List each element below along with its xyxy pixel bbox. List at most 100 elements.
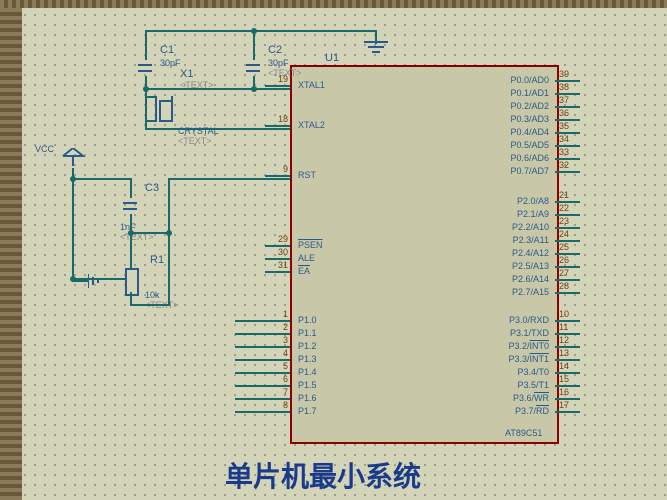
node-dot [251,28,257,34]
pin-label: P1.7 [298,406,317,416]
wire [168,178,170,234]
pin-label: XTAL1 [298,80,325,90]
pin-num: 3 [272,335,288,345]
pin-label: PSEN [298,240,323,250]
pin-label: EA [298,266,310,276]
pin-stub [265,271,290,273]
wire [72,168,74,280]
pin-num: 35 [559,121,569,131]
pin-stub [555,171,580,173]
pin-label: P0.5/AD5 [510,140,549,150]
r1-val: 10k [145,290,160,300]
wire [130,292,132,304]
pin-label: P1.1 [298,328,317,338]
wire [253,30,255,60]
pin-num: 14 [559,361,569,371]
pin-label: P0.6/AD6 [510,153,549,163]
wire [145,30,147,60]
pin-label: P3.1/TXD [510,328,549,338]
pin-num: 17 [559,400,569,410]
pin-num: 10 [559,309,569,319]
pin-stub [265,175,290,177]
gnd-symbol-2 [88,272,108,297]
pin-label: P3.5/T1 [517,380,549,390]
pin-num: 30 [272,247,288,257]
chip-part: AT89C51 [505,428,542,438]
pin-label: P3.4/T0 [517,367,549,377]
pin-num: 4 [272,348,288,358]
gnd-symbol [362,40,390,61]
cap-c3 [123,198,137,214]
pin-num: 9 [272,164,288,174]
pin-num: 23 [559,216,569,226]
pin-num: 21 [559,190,569,200]
c2-val: 30pF [268,58,289,68]
chip-ref: U1 [325,52,339,64]
cap-c1 [138,60,152,76]
frame-top [0,0,667,8]
c3-ref: C3 [145,182,159,194]
pin-stub [265,85,290,87]
pin-label: P2.1/A9 [517,209,549,219]
pin-label: P2.7/A15 [512,287,549,297]
pin-label: P0.7/AD7 [510,166,549,176]
pin-label: P3.7/RD [515,406,549,416]
pin-num: 16 [559,387,569,397]
pin-label: P1.5 [298,380,317,390]
pin-num: 13 [559,348,569,358]
c1-ref: C1 [160,44,174,56]
pin-label: P1.3 [298,354,317,364]
pin-num: 7 [272,387,288,397]
pin-label: P1.0 [298,315,317,325]
wire [145,96,157,98]
pin-num: 18 [272,114,288,124]
pin-num: 37 [559,95,569,105]
pin-label: P2.5/A13 [512,261,549,271]
pin-label: XTAL2 [298,120,325,130]
pin-label: P1.4 [298,367,317,377]
schematic-canvas: U1 AT89C51 VCC C1 30pF C2 30pF <TEXT> X1… [0,0,667,500]
pin-label: P0.4/AD4 [510,127,549,137]
pin-label: P2.6/A14 [512,274,549,284]
x1-text2: <TEXT> [178,136,212,146]
node-dot [70,176,76,182]
pin-stub [265,125,290,127]
res-r1 [125,268,139,296]
pin-num: 25 [559,242,569,252]
frame-left [0,0,22,500]
wire [130,304,170,306]
wire [168,232,170,306]
pin-stub [555,411,580,413]
cap-c2 [246,60,260,76]
pin-label: P3.6/WR [513,393,549,403]
wire [72,178,130,180]
pin-label: P2.4/A12 [512,248,549,258]
pin-num: 26 [559,255,569,265]
x1-val: CRYSTAL [178,126,219,136]
r1-ref: R1 [150,254,164,266]
pin-num: 39 [559,69,569,79]
pin-num: 11 [559,322,568,332]
pin-num: 1 [272,309,288,319]
pin-num: 12 [559,335,569,345]
pin-label: ALE [298,253,315,263]
pin-label: P3.2/INT0 [508,341,549,351]
pin-stub [555,292,580,294]
wire [72,280,88,282]
pin-label: RST [298,170,316,180]
node-dot [251,86,257,92]
pin-num: 8 [272,400,288,410]
pin-label: P3.3/INT1 [508,354,549,364]
wire [145,88,147,130]
pin-label: P1.6 [298,393,317,403]
pin-num: 24 [559,229,569,239]
wire [145,30,375,32]
c2-ref: C2 [268,44,282,56]
pin-label: P2.2/A10 [512,222,549,232]
pin-num: 38 [559,82,569,92]
pin-num: 36 [559,108,569,118]
pin-num: 15 [559,374,569,384]
crystal-x1 [155,96,173,122]
pin-num: 34 [559,134,569,144]
c1-val: 30pF [160,58,181,68]
